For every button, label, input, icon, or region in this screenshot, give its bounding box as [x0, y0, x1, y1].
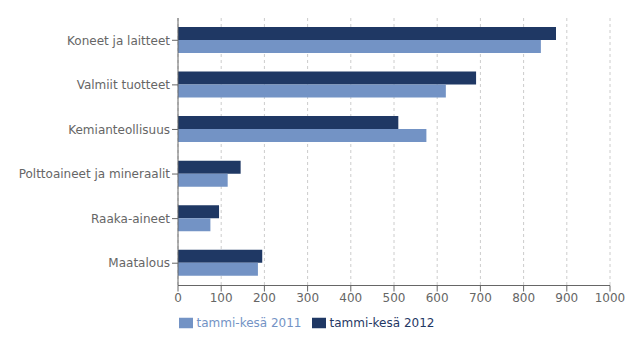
svg-text:100: 100 [210, 291, 233, 305]
html-text:tammi-kesä 2011: tammi-kesä 2011 [196, 315, 302, 330]
svg-text:0: 0 [174, 291, 182, 305]
svg-text:400: 400 [339, 291, 362, 305]
svg-text:Kemianteollisuus: Kemianteollisuus [68, 123, 170, 137]
svg-text:700: 700 [469, 291, 492, 305]
svg-text:200: 200 [253, 291, 276, 305]
svg-text:300: 300 [296, 291, 319, 305]
html-text:tammi-kesä 2012: tammi-kesä 2012 [329, 315, 435, 330]
svg-text:900: 900 [555, 291, 578, 305]
svg-text:Koneet ja laitteet: Koneet ja laitteet [67, 34, 170, 48]
svg-text:800: 800 [512, 291, 535, 305]
svg-text:Maatalous: Maatalous [108, 256, 170, 270]
svg-text:Raaka-aineet: Raaka-aineet [91, 212, 170, 226]
svg-text:Valmiit tuotteet: Valmiit tuotteet [77, 78, 171, 92]
svg-text:500: 500 [383, 291, 406, 305]
svg-text:600: 600 [426, 291, 449, 305]
svg-text:Polttoaineet ja mineraalit: Polttoaineet ja mineraalit [19, 167, 171, 181]
svg-text:1000: 1000 [595, 291, 626, 305]
